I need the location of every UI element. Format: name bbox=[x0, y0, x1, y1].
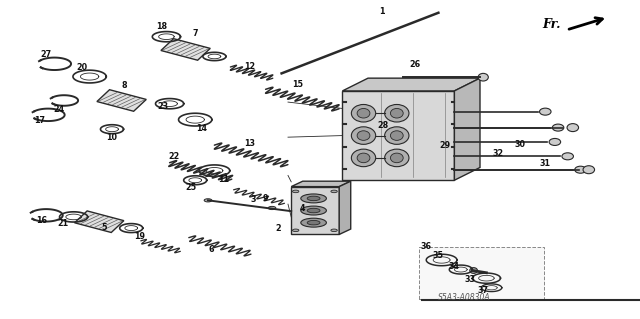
Text: 37: 37 bbox=[477, 286, 489, 295]
Text: 20: 20 bbox=[76, 63, 88, 72]
Text: Fr.: Fr. bbox=[543, 18, 561, 31]
Ellipse shape bbox=[385, 105, 409, 122]
Text: 33: 33 bbox=[465, 275, 476, 284]
Text: 15: 15 bbox=[292, 80, 303, 89]
Ellipse shape bbox=[540, 108, 551, 115]
Ellipse shape bbox=[390, 108, 403, 118]
Ellipse shape bbox=[562, 153, 573, 160]
Ellipse shape bbox=[357, 131, 370, 140]
Text: 25: 25 bbox=[185, 183, 196, 192]
Text: 3: 3 bbox=[250, 195, 255, 204]
Text: 29: 29 bbox=[439, 141, 451, 150]
Text: 19: 19 bbox=[134, 232, 145, 241]
Ellipse shape bbox=[357, 108, 370, 118]
Text: 32: 32 bbox=[492, 149, 504, 158]
Ellipse shape bbox=[301, 194, 326, 203]
Text: 6: 6 bbox=[209, 245, 214, 254]
Text: 31: 31 bbox=[540, 159, 551, 168]
Text: 11: 11 bbox=[218, 175, 230, 184]
Text: 24: 24 bbox=[53, 105, 65, 114]
Text: 14: 14 bbox=[196, 124, 207, 133]
Text: 30: 30 bbox=[514, 140, 525, 149]
Text: 1: 1 bbox=[379, 7, 384, 16]
Text: 36: 36 bbox=[420, 242, 431, 251]
Ellipse shape bbox=[575, 166, 586, 173]
Ellipse shape bbox=[292, 190, 299, 193]
Ellipse shape bbox=[301, 218, 326, 227]
Text: 12: 12 bbox=[244, 63, 255, 71]
Text: 4: 4 bbox=[300, 204, 305, 213]
Text: 9: 9 bbox=[263, 194, 268, 203]
Text: 5: 5 bbox=[101, 223, 106, 232]
FancyBboxPatch shape bbox=[419, 247, 544, 299]
Text: 26: 26 bbox=[409, 60, 420, 69]
Ellipse shape bbox=[204, 199, 212, 202]
Ellipse shape bbox=[385, 127, 409, 145]
Text: 2: 2 bbox=[276, 224, 281, 233]
Ellipse shape bbox=[351, 127, 376, 145]
Polygon shape bbox=[454, 78, 480, 180]
Text: 21: 21 bbox=[57, 219, 68, 228]
Ellipse shape bbox=[331, 229, 337, 232]
Ellipse shape bbox=[390, 153, 403, 163]
Polygon shape bbox=[74, 211, 124, 233]
Text: 18: 18 bbox=[156, 22, 167, 31]
Text: S5A3-A0830A: S5A3-A0830A bbox=[438, 293, 490, 302]
Text: 7: 7 bbox=[193, 29, 198, 38]
Ellipse shape bbox=[470, 268, 477, 273]
Polygon shape bbox=[339, 181, 351, 234]
Ellipse shape bbox=[390, 131, 403, 140]
Ellipse shape bbox=[385, 149, 409, 167]
Text: 23: 23 bbox=[157, 102, 169, 111]
Ellipse shape bbox=[549, 138, 561, 145]
Ellipse shape bbox=[301, 206, 326, 215]
Text: 35: 35 bbox=[433, 251, 444, 260]
Ellipse shape bbox=[357, 153, 370, 163]
Polygon shape bbox=[342, 91, 454, 180]
Ellipse shape bbox=[583, 166, 595, 174]
Polygon shape bbox=[161, 39, 211, 60]
Text: 8: 8 bbox=[122, 81, 127, 90]
Text: 28: 28 bbox=[377, 121, 388, 130]
Text: 34: 34 bbox=[449, 262, 460, 271]
Text: 16: 16 bbox=[36, 216, 47, 225]
Text: 10: 10 bbox=[106, 133, 118, 142]
Polygon shape bbox=[342, 78, 480, 91]
Text: 17: 17 bbox=[34, 116, 45, 125]
Ellipse shape bbox=[478, 73, 488, 81]
Ellipse shape bbox=[292, 229, 299, 232]
Text: 13: 13 bbox=[244, 139, 255, 148]
Ellipse shape bbox=[268, 206, 276, 210]
Polygon shape bbox=[291, 187, 339, 234]
Polygon shape bbox=[97, 90, 147, 111]
Ellipse shape bbox=[307, 220, 320, 225]
Text: 27: 27 bbox=[40, 50, 52, 59]
Ellipse shape bbox=[351, 149, 376, 167]
Ellipse shape bbox=[552, 124, 564, 131]
Ellipse shape bbox=[351, 105, 376, 122]
Ellipse shape bbox=[331, 190, 337, 193]
Ellipse shape bbox=[307, 196, 320, 201]
Ellipse shape bbox=[567, 123, 579, 132]
Ellipse shape bbox=[307, 208, 320, 213]
Polygon shape bbox=[291, 181, 351, 187]
Text: 22: 22 bbox=[168, 152, 180, 161]
